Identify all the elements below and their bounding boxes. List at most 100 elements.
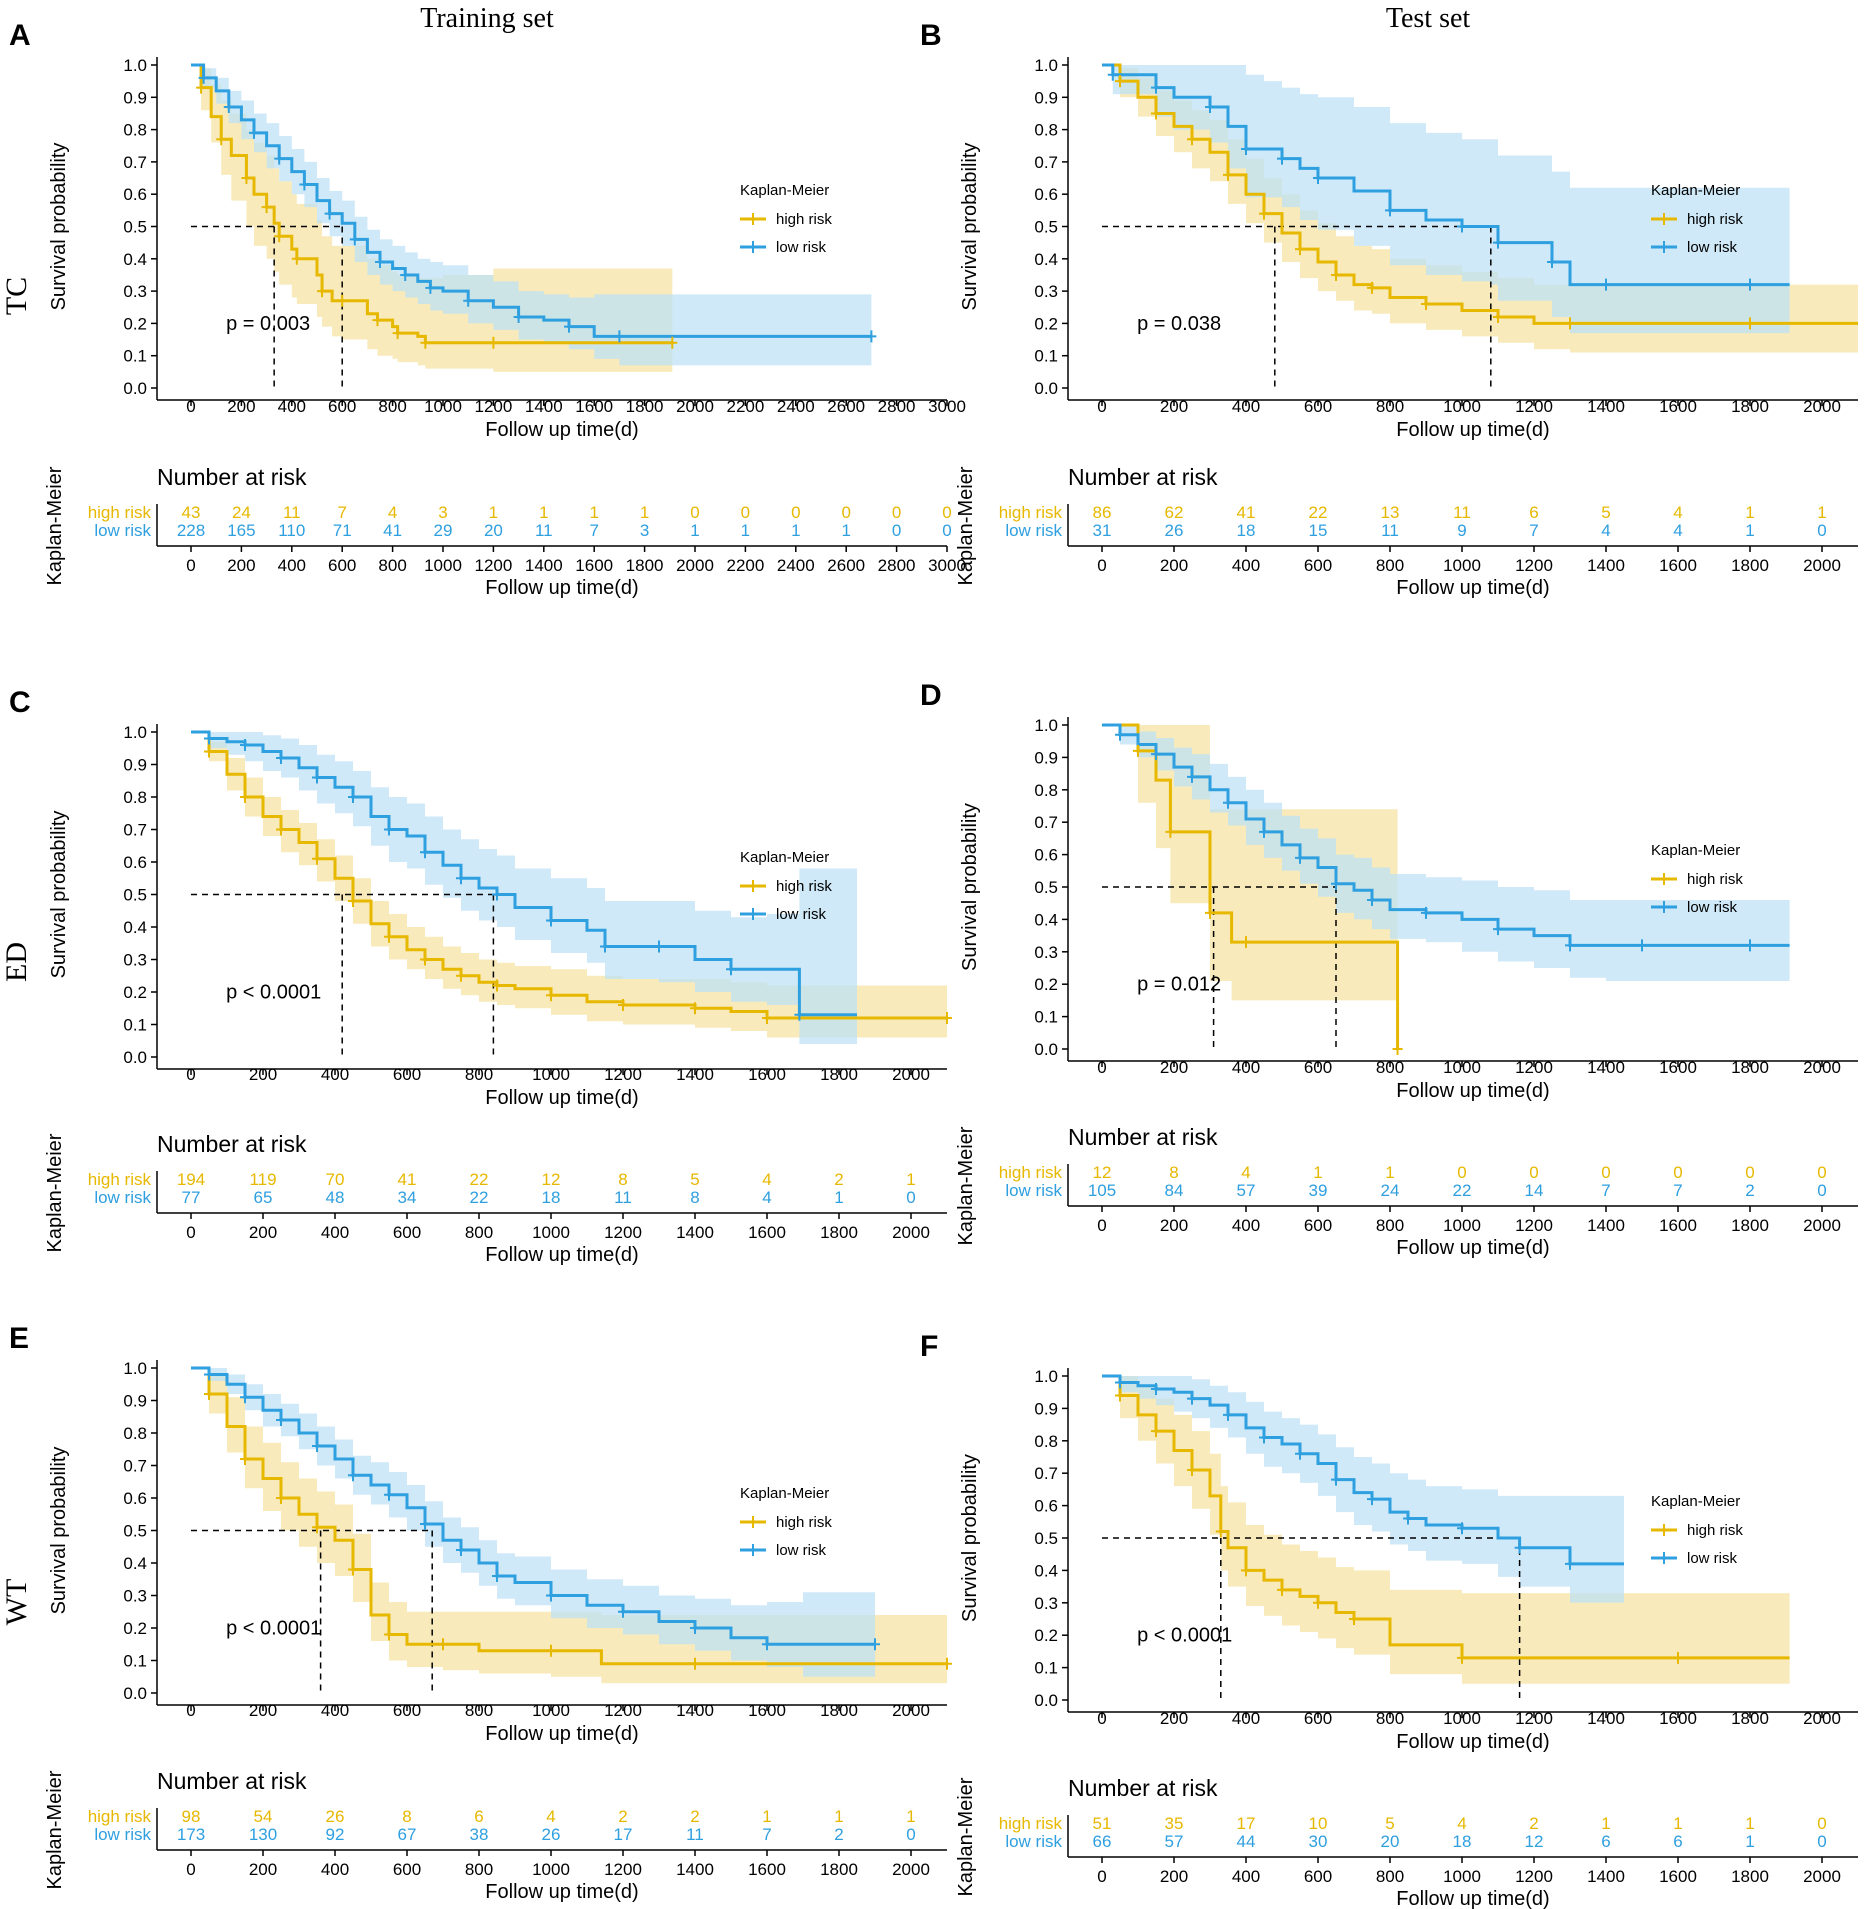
risk-x-tick-label: 200	[1160, 1216, 1188, 1235]
risk-row-label-high: high risk	[88, 1807, 152, 1826]
risk-count-high: 1	[589, 503, 598, 522]
risk-x-tick-label: 1800	[820, 1860, 858, 1879]
x-tick-label: 600	[1304, 1709, 1332, 1728]
risk-count-low: 0	[1817, 1832, 1826, 1851]
row-label-wt: WT	[0, 1579, 33, 1626]
risk-count-high: 11	[1453, 503, 1471, 522]
x-tick-label: 1200	[474, 397, 512, 416]
risk-count-high: 0	[1673, 1163, 1682, 1182]
censor-mark-low	[349, 233, 360, 246]
x-tick-label: 1600	[1659, 397, 1697, 416]
y-tick-label: 0.6	[1034, 846, 1058, 865]
censor-mark-high	[1367, 281, 1377, 294]
censor-mark-high	[1187, 1463, 1197, 1476]
risk-count-low: 57	[1165, 1832, 1184, 1851]
x-tick-label: 1400	[525, 397, 563, 416]
p-value: p < 0.0001	[1137, 1625, 1232, 1647]
censor-mark-high	[1223, 168, 1233, 181]
censor-mark-high	[312, 852, 322, 865]
censor-mark-high	[276, 1492, 286, 1504]
panel-a: A0.00.10.20.30.40.50.60.70.80.91.00 200 40…	[9, 19, 966, 599]
risk-count-low: 66	[1093, 1832, 1112, 1851]
x-tick-label: 1200	[1515, 1709, 1553, 1728]
column-title-test: Test set	[1386, 3, 1471, 34]
panel-letter: B	[920, 19, 942, 52]
risk-count-low: 92	[326, 1825, 345, 1844]
x-tick-label: 600	[1304, 1058, 1332, 1077]
censor-mark-high	[348, 895, 358, 907]
censor-mark-high	[1565, 317, 1575, 330]
censor-mark-low	[564, 320, 574, 333]
ci-band-low	[1102, 725, 1790, 981]
legend-label-low: low risk	[1687, 239, 1738, 256]
legend-label-low: low risk	[776, 1542, 827, 1559]
panel-d: D0.00.10.20.30.40.50.60.70.80.91.00 200 40…	[920, 679, 1858, 1259]
risk-table-title: Number at risk	[1068, 1775, 1218, 1801]
censor-mark-high	[420, 336, 431, 349]
risk-count-high: 24	[232, 503, 251, 522]
risk-count-low: 8	[690, 1188, 699, 1207]
risk-x-tick-label: 2000	[892, 1223, 930, 1242]
risk-count-low: 57	[1237, 1181, 1256, 1200]
risk-count-high: 1	[539, 503, 548, 522]
risk-count-high: 4	[1673, 503, 1682, 522]
risk-x-tick-label: 1400	[676, 1223, 714, 1242]
y-tick-label: 0.5	[123, 1522, 147, 1541]
censor-mark-high	[384, 1628, 394, 1641]
y-tick-label: 0.6	[1034, 1497, 1058, 1516]
censor-mark-high	[1295, 243, 1305, 256]
censor-mark-high	[240, 791, 250, 803]
censor-mark-low	[1403, 1512, 1413, 1525]
y-tick-label: 0.5	[123, 218, 147, 237]
p-value: p = 0.012	[1137, 974, 1221, 996]
y-tick-label: 0.0	[123, 379, 147, 398]
x-tick-label: 1000	[1443, 1058, 1481, 1077]
risk-row-label-high: high risk	[999, 503, 1063, 522]
risk-row-label-low: low risk	[1005, 521, 1062, 540]
censor-mark-high	[667, 336, 678, 349]
risk-x-tick-label: 1800	[820, 1223, 858, 1242]
x-tick-label: 0	[186, 397, 195, 416]
censor-mark-low	[348, 791, 358, 803]
km-curve-high-risk	[191, 1366, 947, 1666]
risk-count-low: 18	[542, 1188, 561, 1207]
risk-x-tick-label: 200	[1160, 556, 1188, 575]
risk-count-low: 20	[1381, 1832, 1400, 1851]
risk-x-tick-label: 200	[249, 1223, 277, 1242]
censor-mark-low	[324, 207, 335, 220]
censor-mark-low	[312, 771, 322, 784]
risk-count-high: 1	[640, 503, 649, 522]
risk-x-tick-label: 2600	[827, 556, 865, 575]
risk-x-tick-label: 400	[1232, 1216, 1260, 1235]
censor-mark-high	[204, 745, 214, 758]
risk-y-axis-label: Kaplan-Meier	[955, 466, 977, 585]
risk-x-tick-label: 1200	[474, 556, 512, 575]
risk-x-tick-label: 200	[1160, 1867, 1188, 1886]
censor-mark-low	[546, 914, 556, 927]
y-tick-label: 0.7	[1034, 813, 1058, 832]
risk-count-high: 4	[388, 503, 397, 522]
risk-count-high: 0	[892, 503, 901, 522]
risk-count-high: 0	[1817, 1163, 1826, 1182]
censor-mark-low	[276, 1414, 286, 1426]
censor-mark-low	[274, 152, 285, 165]
risk-count-high: 70	[326, 1170, 345, 1189]
risk-count-low: 0	[906, 1825, 915, 1844]
legend-label-high: high risk	[1687, 871, 1743, 888]
risk-x-tick-label: 1200	[604, 1860, 642, 1879]
y-tick-label: 0.1	[123, 1652, 147, 1671]
y-tick-label: 1.0	[1034, 56, 1058, 75]
legend-title: Kaplan-Meier	[1651, 1493, 1740, 1510]
ci-band-low	[1102, 65, 1790, 334]
y-tick-label: 0.1	[123, 1016, 147, 1035]
row-label-tc: TC	[0, 277, 33, 315]
x-tick-label: 1800	[820, 1701, 858, 1720]
x-tick-label: 2000	[1803, 397, 1841, 416]
y-tick-label: 0.3	[123, 282, 147, 301]
x-tick-label: 1400	[676, 1065, 714, 1084]
risk-x-tick-label: 2000	[1803, 1867, 1841, 1886]
x-tick-label: 2800	[878, 397, 916, 416]
risk-x-tick-label: 2800	[878, 556, 916, 575]
censor-mark-low	[425, 281, 436, 294]
y-tick-label: 0.4	[1034, 250, 1058, 269]
